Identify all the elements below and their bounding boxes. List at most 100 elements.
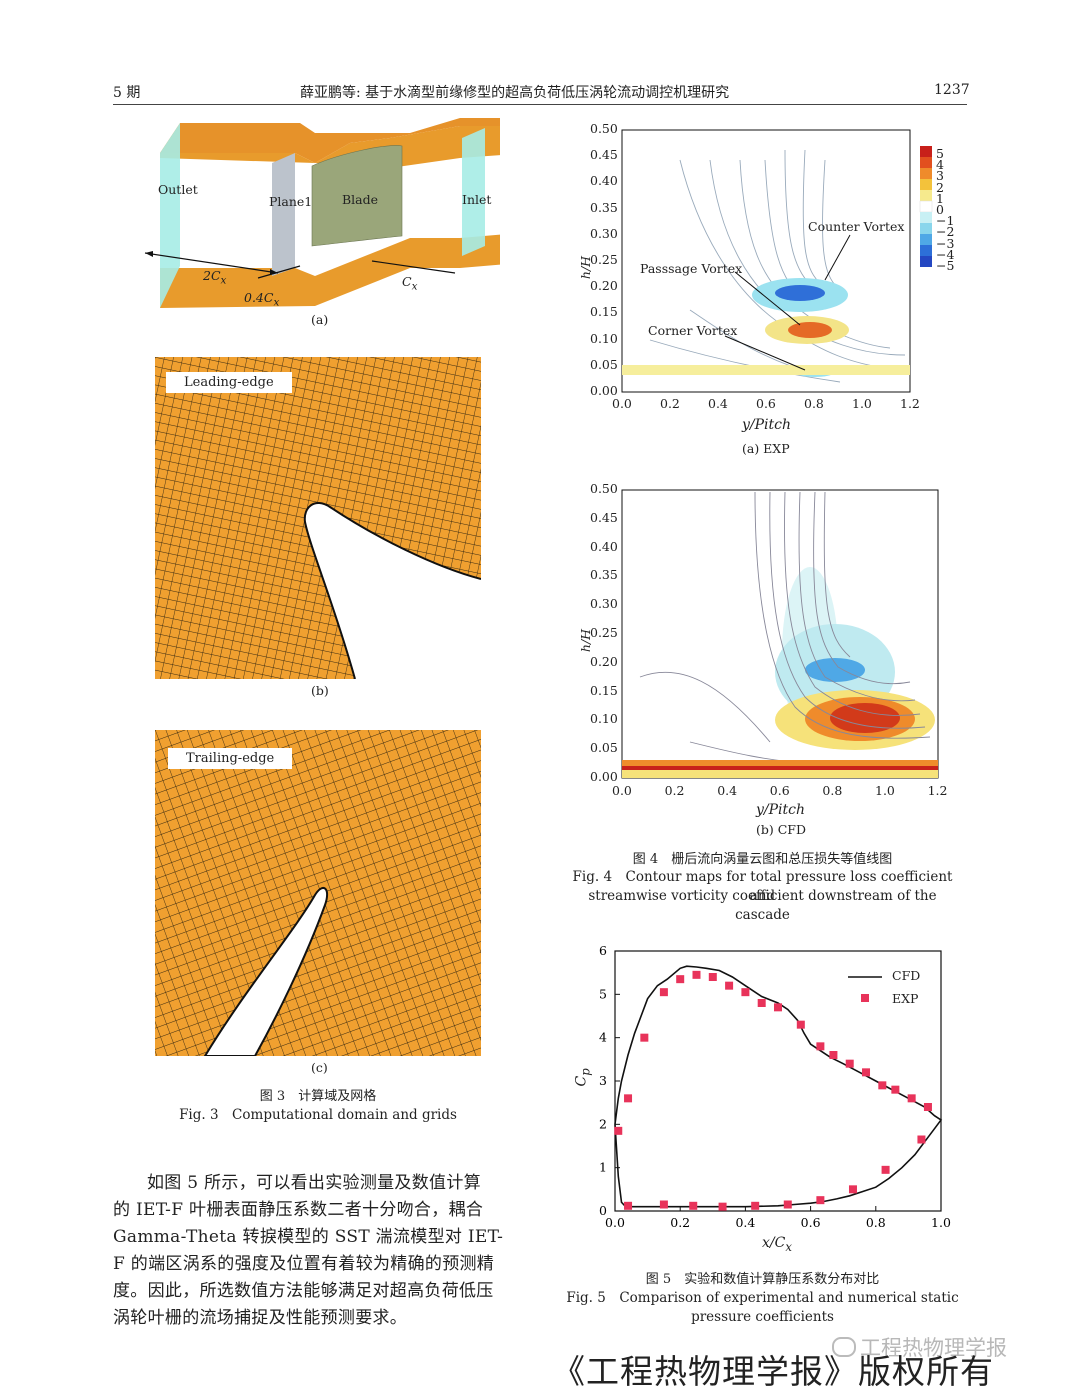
y-tick-label: 5 (599, 986, 607, 1001)
fig4a-xtick-1: 0.2 (660, 396, 680, 411)
fig3a-inlet: Inlet (462, 192, 492, 207)
fig4a-ytick-9: 0.45 (590, 147, 618, 163)
fig5-caption-en-1: Fig. 5 Comparison of experimental and nu… (566, 1290, 959, 1306)
exp-point (796, 1020, 805, 1029)
exp-point (741, 988, 750, 997)
colorbar-label-9: −4 (936, 246, 955, 262)
fig5-ylabel: Cp (573, 1068, 593, 1087)
exp-point (862, 1068, 871, 1077)
exp-point (751, 1201, 760, 1210)
exp-point (845, 1059, 854, 1068)
fig4a-ytick-10: 0.50 (590, 121, 618, 136)
fig4a-xtick-2: 0.4 (708, 396, 728, 411)
fig5-chart: 0.0 0.2 0.4 0.6 0.8 1.0 0 1 2 3 4 5 6 (599, 945, 951, 1230)
fig4b-xtick-2: 0.4 (717, 783, 738, 798)
fig3-caption-en: Fig. 3 Computational domain and grids (179, 1107, 457, 1123)
fig4b-ytick-3: 0.15 (590, 682, 618, 698)
x-tick-label: 0.0 (605, 1215, 625, 1230)
fig4b-xlabel: y/Pitch (756, 802, 806, 818)
body-line-3: Gamma-Theta 转捩模型的 SST 湍流模型对 IET- (113, 1227, 504, 1247)
fig3a-plane1: Plane1 (269, 194, 313, 209)
body-line-5: 度。因此，所选数值方法能够满足对超高负荷低压 (113, 1281, 494, 1301)
fig5-xlabel: x/Cx (762, 1235, 792, 1254)
fig4b-ytick-9: 0.45 (590, 509, 618, 525)
fig4a-xtick-5: 1.0 (852, 396, 872, 411)
fig4b-xtick-3: 0.6 (769, 783, 790, 798)
fig4b-contour (621, 489, 939, 779)
fig3a-label: (a) (311, 312, 329, 327)
fig4a-ytick-5: 0.25 (590, 252, 618, 267)
body-line-6: 涡轮叶栅的流场捕捉及性能预测要求。 (113, 1308, 408, 1328)
body-line-4: F 的端区涡系的强度及位置有着较为精确的预测精 (113, 1254, 495, 1274)
fig4a-label: (a) EXP (742, 441, 790, 456)
colorbar-label-8: −3 (936, 235, 955, 251)
exp-point (829, 1051, 838, 1059)
exp-point (816, 1042, 825, 1051)
exp-point (923, 1103, 932, 1111)
fig3a-domain (144, 118, 500, 308)
fig4b-ytick-5: 0.25 (590, 625, 618, 640)
fig4a-ytick-8: 0.40 (590, 173, 618, 189)
exp-point (659, 988, 668, 997)
fig4a-ytick-1: 0.05 (590, 356, 618, 372)
colorbar-label-5: 0 (936, 202, 944, 217)
exp-point (614, 1126, 623, 1135)
fig4a-xlabel: y/Pitch (742, 417, 792, 433)
fig4b-xtick-5: 1.0 (875, 783, 895, 798)
fig3c-tag: Trailing-edge (168, 748, 293, 769)
fig3b-label: (b) (311, 683, 329, 698)
fig4a-xtick-6: 1.2 (900, 396, 920, 411)
fig3b-mesh (155, 357, 481, 679)
exp-point (848, 1185, 857, 1194)
colorbar-label-0: 5 (936, 146, 944, 161)
fig4a-annot-counter: Counter Vortex (808, 219, 905, 234)
header-page: 1237 (934, 82, 970, 98)
fig3a-dim-cx: Cx (402, 274, 418, 293)
wechat-icon (832, 1337, 856, 1357)
fig3b-tag: Leading-edge (166, 372, 292, 393)
exp-point (708, 973, 717, 981)
fig4b-xtick-0: 0.0 (612, 783, 632, 798)
exp-point (757, 999, 766, 1007)
exp-point (718, 1202, 727, 1211)
y-tick-label: 4 (599, 1030, 607, 1045)
exp-point (676, 975, 685, 984)
fig4b-ytick-10: 0.50 (590, 481, 618, 496)
exp-point (878, 1081, 887, 1090)
x-tick-label: 1.0 (931, 1215, 951, 1230)
y-tick-label: 2 (599, 1116, 607, 1131)
fig3c-label: (c) (311, 1060, 328, 1075)
colorbar-label-6: −1 (936, 213, 955, 229)
fig4a-contour (621, 129, 933, 393)
body-line-1: 如图 5 所示，可以看出实验测量及数值计算 (147, 1173, 481, 1193)
header-issue: 5 期 (113, 85, 141, 101)
x-tick-label: 0.2 (670, 1215, 690, 1230)
exp-point (891, 1085, 900, 1094)
y-tick-label: 1 (599, 1160, 607, 1175)
fig4a-annot-corner: Corner Vortex (648, 323, 738, 338)
exp-point (659, 1200, 668, 1209)
colorbar-label-4: 1 (936, 190, 944, 206)
y-tick-label: 0 (599, 1203, 607, 1218)
legend-exp-marker (861, 994, 869, 1002)
fig4a-ylabel: h/H (578, 255, 594, 280)
fig3a-blade: Blade (342, 192, 379, 207)
fig3-caption-cn: 图 3 计算域及网格 (259, 1089, 377, 1104)
header-rule (113, 104, 967, 105)
fig3a-outlet: Outlet (158, 182, 198, 197)
exp-point (907, 1094, 916, 1103)
exp-point (640, 1033, 649, 1042)
legend-cfd-text: CFD (892, 968, 921, 983)
colorbar-label-10: −5 (936, 258, 955, 273)
copyright-footer: 《工程热物理学报》版权所有 (552, 1352, 994, 1391)
exp-point (816, 1196, 825, 1205)
fig4b-xtick-6: 1.2 (927, 783, 948, 798)
fig4a-xtick-3: 0.6 (756, 396, 776, 411)
body-paragraph: 如图 5 所示，可以看出实验测量及数值计算 的 IET-F 叶栅表面静压系数二者… (113, 1170, 533, 1332)
colorbar-label-7: −2 (936, 224, 955, 240)
exp-point (774, 1003, 782, 1012)
exp-point (692, 970, 701, 979)
x-tick-label: 0.4 (735, 1215, 755, 1230)
fig3a-dim-04cx: 0.4Cx (244, 290, 280, 309)
legend-exp-text: EXP (892, 991, 919, 1006)
